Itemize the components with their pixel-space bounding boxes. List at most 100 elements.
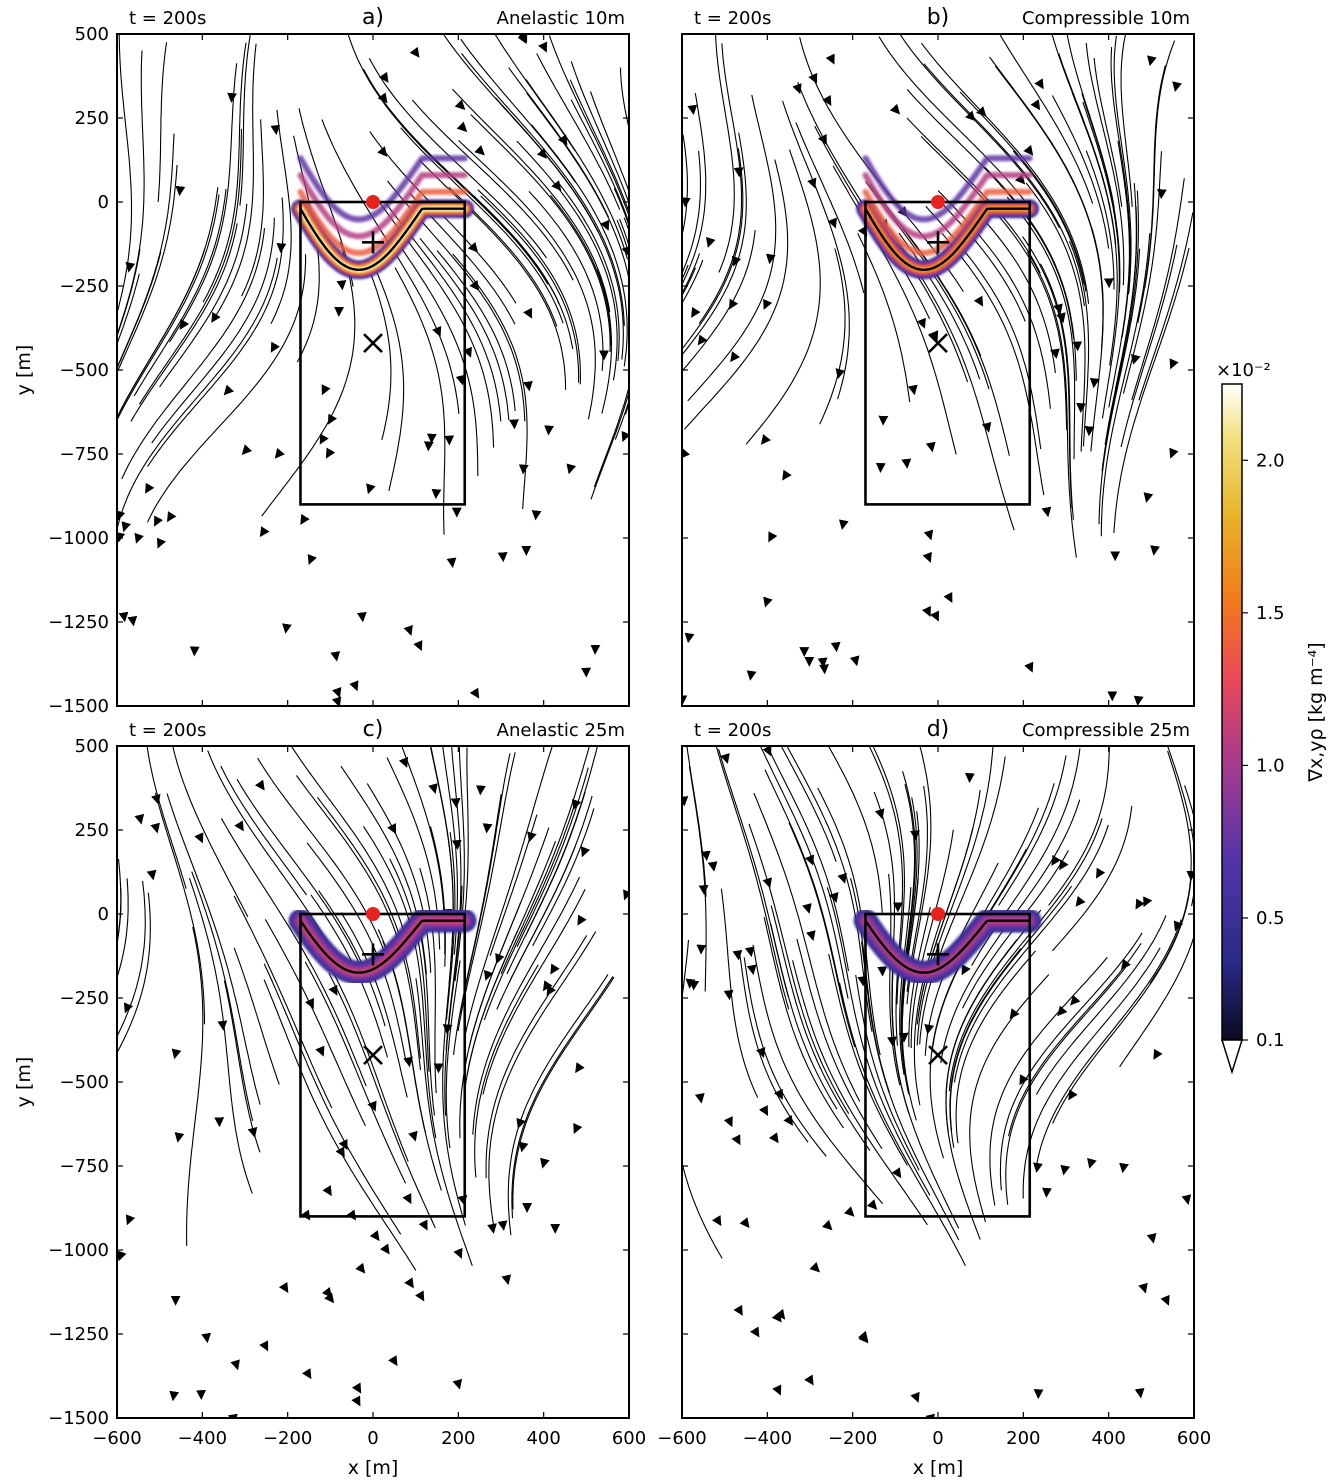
streamline [147, 254, 307, 523]
streamline [233, 895, 333, 1109]
streamline-arrow [802, 903, 812, 914]
panel-title: Compressible 25m [1022, 720, 1190, 741]
streamline [500, 746, 591, 975]
fire-front-line [299, 919, 465, 974]
streamline-arrow [925, 441, 936, 453]
streamline-arrow [843, 1206, 855, 1217]
streamline-arrow [758, 1104, 769, 1117]
streamline-arrow [304, 997, 314, 1009]
y-tick-label: −1000 [48, 528, 109, 549]
streamline [1138, 212, 1194, 401]
streamline [202, 42, 247, 303]
streamline-arrow [557, 134, 568, 146]
panel-frame [116, 745, 630, 1419]
streamline [682, 230, 756, 373]
streamline [619, 67, 629, 131]
streamline-arrow [1153, 1048, 1163, 1060]
streamline-arrow [230, 1359, 240, 1371]
streamline [792, 960, 928, 1226]
streamline-arrow [1181, 1194, 1192, 1206]
cross-marker [363, 1045, 383, 1066]
streamline [1098, 248, 1141, 525]
streamline [795, 122, 865, 294]
streamline [473, 195, 574, 350]
streamline [770, 924, 838, 1110]
streamline-arrow [1024, 661, 1034, 673]
streamline [888, 873, 901, 1086]
streamline [1035, 919, 1182, 1166]
panels-group: 500 250 0 −250 −500 −750 −1000 −1250 −1500 t = 20… [13, 5, 1211, 1479]
y-tick-label: 500 [75, 24, 109, 45]
streamline [233, 947, 280, 1085]
streamline-arrow [827, 217, 837, 229]
streamline [363, 826, 437, 1139]
streamline-arrow [1087, 1157, 1097, 1169]
ignition-point-marker [931, 195, 945, 209]
streamline [916, 789, 981, 1025]
streamline-arrow [577, 914, 587, 926]
colorbar-tick-label: 1.5 [1256, 603, 1285, 624]
streamline [998, 755, 1067, 906]
streamline-arrow [330, 651, 341, 662]
streamline [1035, 915, 1167, 1095]
streamline-arrow [573, 1122, 583, 1135]
streamline-arrow [223, 384, 234, 396]
streamline-arrow [174, 1132, 185, 1143]
streamline-arrow [234, 820, 244, 832]
panel-time-label: t = 200s [129, 720, 206, 741]
burn-box [864, 200, 1032, 506]
x-tick-label: 200 [1006, 1428, 1040, 1449]
streamline [748, 823, 850, 1114]
streamline [1022, 947, 1161, 1199]
streamline-arrow [981, 421, 992, 433]
streamline-arrow [731, 255, 742, 267]
streamline [770, 905, 871, 1151]
streamline-arrow [712, 1215, 722, 1227]
streamline [682, 93, 707, 286]
streamline [188, 877, 253, 1194]
streamline [1131, 178, 1185, 401]
streamline [782, 100, 850, 400]
streamline [389, 858, 430, 1072]
streamline-arrow [156, 537, 166, 549]
fire-front-line [864, 207, 1030, 272]
streamline-arrow [319, 433, 329, 445]
streamline-arrow [1060, 1164, 1071, 1176]
streamline-arrow [518, 1141, 529, 1153]
streamline-arrow [756, 1047, 766, 1058]
streamline [1122, 151, 1163, 394]
streamline [508, 795, 593, 983]
panel-letter: b) [927, 5, 950, 30]
streamline-arrow [694, 1092, 705, 1104]
streamline-arrow [1143, 492, 1154, 503]
streamline-arrow [775, 1308, 786, 1320]
streamline-arrow [1068, 1089, 1078, 1101]
streamline-arrow [487, 1223, 497, 1234]
streamline [682, 264, 689, 281]
streamline [1051, 806, 1133, 952]
streamline [445, 960, 461, 1149]
streamline-arrow [907, 384, 918, 396]
streamline-arrow [807, 177, 817, 189]
streamline-arrow [367, 1100, 377, 1112]
panel-title: Anelastic 25m [497, 720, 625, 741]
streamline-arrow [1169, 358, 1179, 370]
streamline-arrow [415, 1290, 425, 1302]
y-tick-label: 500 [75, 736, 109, 757]
y-axis-label: y [m] [13, 345, 35, 396]
streamline-arrow [377, 146, 388, 157]
streamline [436, 250, 516, 412]
streamline [743, 957, 827, 1157]
streamline [442, 977, 466, 1226]
streamline-arrow [125, 261, 136, 273]
streamline-arrow [961, 964, 971, 976]
streamline-arrow [763, 596, 773, 608]
colorbar-tick-label: 1.0 [1256, 755, 1285, 776]
streamline [1082, 101, 1120, 419]
streamline [507, 974, 609, 1236]
streamline-arrow [1160, 1294, 1170, 1306]
streamline [682, 150, 702, 275]
streamline [464, 746, 553, 1035]
streamline [485, 935, 588, 1179]
plot-area [117, 746, 629, 1418]
